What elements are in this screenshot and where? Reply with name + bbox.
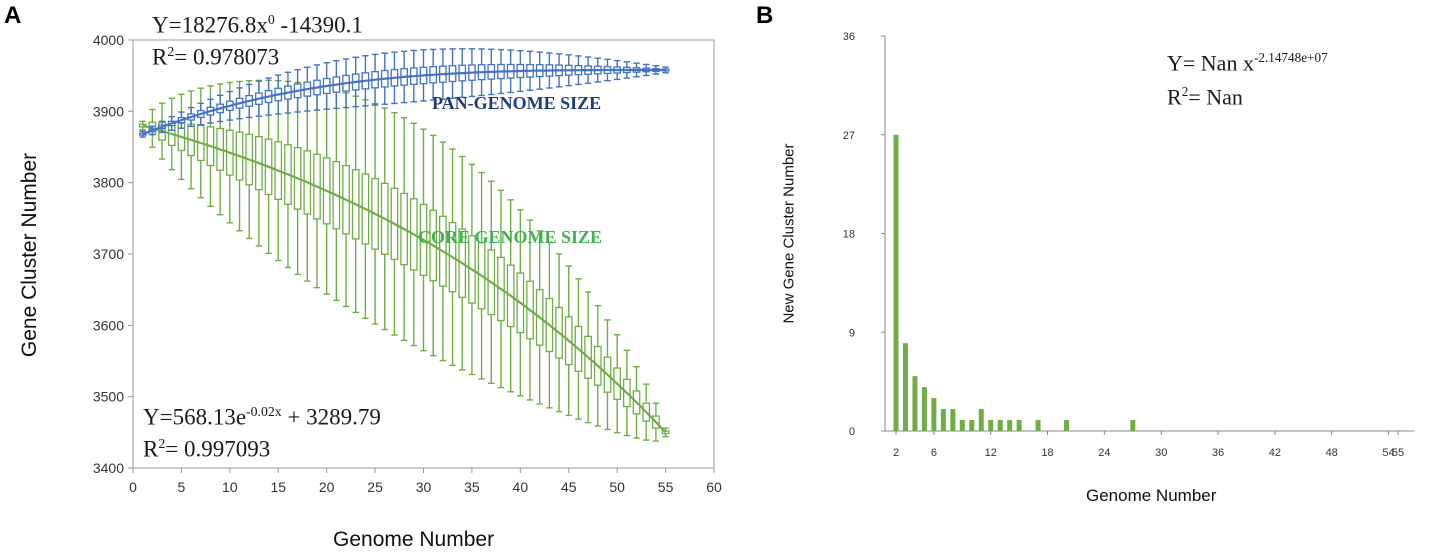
- bar: [1130, 420, 1136, 431]
- bar: [997, 420, 1003, 431]
- bar: [1035, 420, 1041, 431]
- x-tick-label: 35: [464, 479, 480, 495]
- y-tick-label: 0: [849, 426, 855, 438]
- bar: [969, 420, 975, 431]
- core-genome-annotation: CORE GENOME SIZE: [418, 227, 602, 247]
- y-tick-label: 27: [843, 130, 855, 142]
- x-tick-label: 54: [1382, 447, 1394, 459]
- x-tick-label: 30: [416, 479, 432, 495]
- y-tick-label: 9: [849, 327, 855, 339]
- core-equation: Y=568.13e-0.02x + 3289.79: [143, 404, 381, 430]
- bar: [1063, 420, 1069, 431]
- x-tick-label: 60: [706, 479, 722, 495]
- x-tick-label: 2: [893, 447, 899, 459]
- x-tick-label: 12: [985, 447, 997, 459]
- panel-a-label: A: [4, 2, 22, 29]
- x-tick-label: 40: [513, 479, 529, 495]
- x-tick-label: 45: [561, 479, 577, 495]
- y-tick-label: 3400: [93, 460, 124, 476]
- x-tick-label: 6: [931, 447, 937, 459]
- x-tick-label: 18: [1041, 447, 1053, 459]
- chart-b-xlabel: Genome Number: [1086, 486, 1217, 505]
- x-tick-label: 15: [270, 479, 286, 495]
- bar: [1016, 420, 1022, 431]
- bar: [950, 409, 956, 431]
- x-tick-label: 30: [1155, 447, 1167, 459]
- bar: [912, 376, 918, 431]
- chart-b-ylabel: New Gene Cluster Number: [780, 143, 798, 324]
- chart-a: 3400 3500 3600 3700 3800 3900 4000 0 5 10 15 20 25 30…: [93, 32, 722, 495]
- panel-b-label: B: [756, 2, 774, 29]
- x-tick-label: 5: [178, 479, 186, 495]
- x-tick-label: 50: [609, 479, 625, 495]
- x-tick-label: 24: [1098, 447, 1110, 459]
- y-tick-label: 3500: [93, 389, 124, 405]
- bar: [940, 409, 946, 431]
- bar: [931, 398, 937, 431]
- x-tick-label: 36: [1212, 447, 1224, 459]
- y-tick-label: 4000: [93, 32, 124, 48]
- x-tick-label: 0: [129, 479, 137, 495]
- pan-r-squared: R2= 0.978073: [152, 44, 280, 70]
- bar: [1007, 420, 1013, 431]
- x-tick-label: 42: [1269, 447, 1281, 459]
- y-tick-label: 3900: [93, 103, 124, 119]
- y-tick-label: 36: [843, 31, 855, 43]
- chart-a-ylabel: Gene Cluster Number: [18, 152, 41, 358]
- panel-b-equation: Y= Nan x-2.14748e+07: [1167, 50, 1328, 76]
- x-tick-label: 10: [222, 479, 238, 495]
- core-r-squared: R2= 0.997093: [143, 436, 271, 462]
- bar: [988, 420, 994, 431]
- pan-fit-line: [142, 68, 666, 136]
- chart-a-xlabel: Genome Number: [333, 528, 495, 551]
- y-tick-label: 3600: [93, 317, 124, 333]
- bar: [959, 420, 965, 431]
- bar: [978, 409, 984, 431]
- x-tick-label: 20: [319, 479, 335, 495]
- bar: [902, 343, 908, 431]
- x-tick-label: 48: [1326, 447, 1338, 459]
- x-tick-label: 55: [658, 479, 674, 495]
- panel-b-r-squared: R2= Nan: [1167, 84, 1243, 110]
- y-tick-label: 18: [843, 229, 855, 241]
- y-tick-label: 3800: [93, 175, 124, 191]
- pan-genome-annotation: PAN-GENOME SIZE: [432, 93, 601, 113]
- core-fit-line: [142, 124, 667, 434]
- bar: [921, 387, 927, 431]
- x-tick-label: 55: [1392, 447, 1404, 459]
- bar: [893, 134, 899, 431]
- x-tick-label: 25: [367, 479, 383, 495]
- pan-equation: Y=18276.8x0 -14390.1: [152, 12, 363, 38]
- y-tick-label: 3700: [93, 246, 124, 262]
